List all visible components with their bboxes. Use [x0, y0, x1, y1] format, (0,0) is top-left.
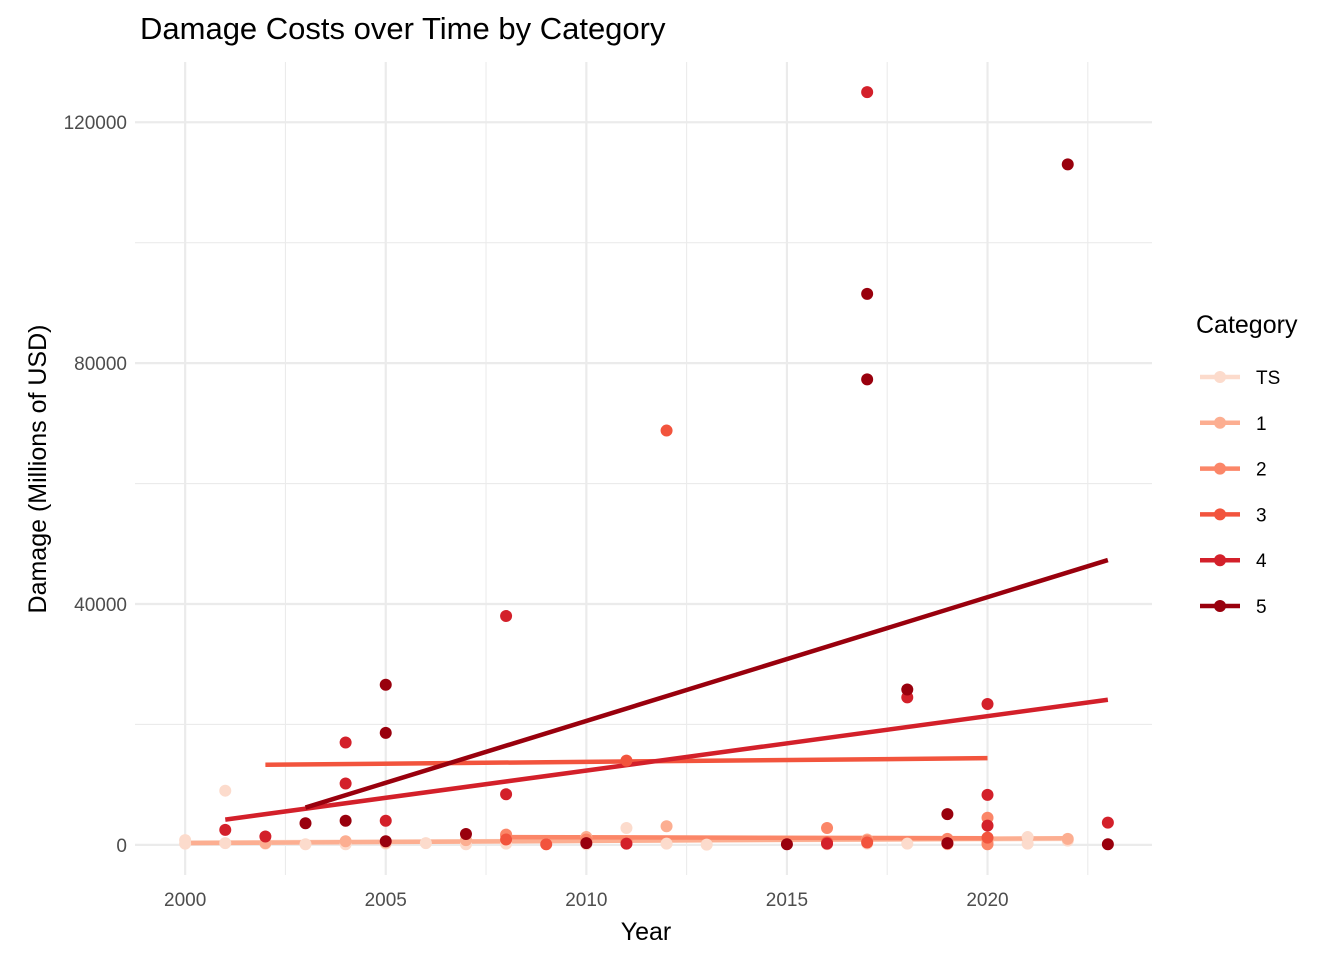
data-point-3 [620, 754, 633, 767]
data-point-TS [179, 837, 192, 850]
data-point-3 [861, 836, 874, 849]
data-point-5 [1101, 838, 1114, 851]
data-point-3 [981, 831, 994, 844]
x-tick-label: 2000 [164, 890, 206, 911]
data-point-TS [660, 837, 673, 850]
y-tick-label: 0 [116, 836, 127, 857]
data-point-5 [861, 287, 874, 300]
legend-item-1: 1 [1200, 414, 1267, 435]
legend-key-point [1214, 462, 1226, 475]
y-axis-title: Damage (Millions of USD) [24, 325, 52, 614]
data-point-5 [379, 835, 392, 848]
x-tick-label: 2015 [766, 890, 808, 911]
data-point-3 [500, 833, 513, 846]
data-point-3 [540, 838, 553, 851]
legend-label: 3 [1256, 505, 1267, 526]
data-point-4 [379, 814, 392, 827]
data-point-TS [419, 837, 432, 850]
chart-title: Damage Costs over Time by Category [140, 11, 666, 46]
data-point-1 [339, 835, 352, 848]
legend-label: 2 [1256, 460, 1267, 481]
data-point-4 [219, 823, 232, 836]
data-point-5 [901, 683, 914, 696]
data-point-4 [339, 777, 352, 790]
data-point-5 [339, 814, 352, 827]
data-point-TS [299, 838, 312, 851]
legend-key-point [1214, 554, 1226, 567]
legend-key-point [1214, 508, 1226, 521]
legend-key-point [1214, 600, 1226, 612]
trend-line-5 [304, 557, 1109, 810]
x-tick-label: 2020 [966, 890, 1008, 911]
data-point-5 [299, 817, 312, 830]
legend-label: 5 [1256, 597, 1267, 618]
data-point-4 [259, 830, 272, 843]
data-point-5 [861, 373, 874, 386]
data-point-TS [620, 822, 633, 835]
data-point-5 [379, 726, 392, 739]
data-point-4 [981, 697, 994, 710]
data-point-4 [861, 86, 874, 99]
data-point-TS [1021, 837, 1034, 850]
data-point-5 [941, 837, 954, 850]
data-points [179, 86, 1114, 851]
data-point-4 [339, 736, 352, 749]
trend-lines [185, 557, 1109, 846]
data-point-4 [500, 788, 513, 801]
trend-line-4 [224, 697, 1109, 822]
legend-key-point [1214, 416, 1226, 429]
tick-labels: 2000 2005 2010 2015 2020 0 40000 80000 120000 [64, 113, 1009, 911]
data-point-5 [580, 837, 593, 850]
data-point-4 [981, 788, 994, 801]
data-point-5 [379, 678, 392, 691]
data-point-5 [459, 828, 472, 841]
data-point-1 [660, 820, 673, 833]
legend-title: Category [1196, 311, 1298, 339]
legend-item-4: 4 [1200, 551, 1267, 572]
data-point-TS [219, 784, 232, 797]
legend-item-3: 3 [1200, 505, 1267, 526]
grid [135, 62, 1152, 875]
trend-line-2 [506, 834, 988, 841]
x-tick-label: 2005 [365, 890, 407, 911]
legend-item-5: 5 [1200, 597, 1267, 618]
x-axis-title: Year [621, 918, 672, 946]
legend: Category TS 1 2 3 4 5 [1196, 311, 1298, 618]
x-tick-label: 2010 [565, 890, 607, 911]
y-tick-label: 80000 [74, 354, 127, 375]
data-point-4 [620, 837, 633, 850]
legend-label: 4 [1256, 551, 1267, 572]
data-point-TS [219, 837, 232, 850]
data-point-5 [780, 838, 793, 851]
y-tick-label: 120000 [64, 113, 127, 134]
data-point-1 [1061, 832, 1074, 845]
data-point-4 [500, 610, 513, 623]
legend-item-TS: TS [1200, 368, 1280, 389]
legend-label: 1 [1256, 414, 1267, 435]
data-point-4 [1101, 816, 1114, 829]
y-tick-label: 40000 [74, 595, 127, 616]
data-point-2 [821, 822, 834, 835]
data-point-5 [1061, 158, 1074, 171]
legend-item-2: 2 [1200, 460, 1267, 481]
data-point-TS [901, 837, 914, 850]
legend-key-point [1214, 371, 1226, 383]
data-point-TS [700, 838, 713, 851]
legend-label: TS [1256, 368, 1280, 389]
data-point-3 [660, 424, 673, 437]
data-point-5 [941, 808, 954, 821]
data-point-4 [821, 837, 834, 850]
data-point-4 [981, 819, 994, 832]
